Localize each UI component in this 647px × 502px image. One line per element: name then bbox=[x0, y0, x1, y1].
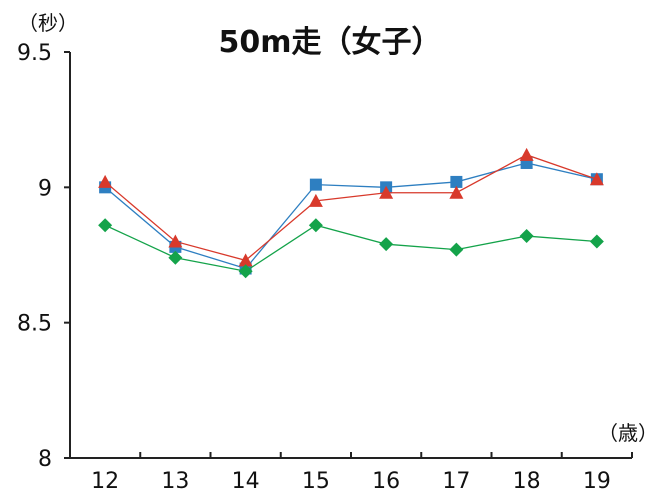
y-ticks: 9.5 9 8.5 8 bbox=[17, 41, 70, 472]
data-point bbox=[519, 229, 534, 244]
x-tick-label: 14 bbox=[232, 469, 260, 494]
series-line bbox=[104, 224, 597, 272]
series-3 bbox=[98, 218, 604, 279]
x-ticks: 12 13 14 15 16 17 18 19 bbox=[91, 452, 633, 494]
chart-title: 50m走（女子） bbox=[218, 25, 441, 60]
x-axis-unit: （歳） bbox=[598, 421, 647, 445]
series-line bbox=[104, 162, 598, 270]
y-axis-unit: （秒） bbox=[18, 11, 78, 35]
data-point bbox=[449, 242, 464, 257]
series-2 bbox=[98, 147, 604, 267]
y-tick-label: 9.5 bbox=[17, 41, 52, 66]
data-point bbox=[379, 237, 394, 252]
x-tick-label: 17 bbox=[442, 469, 470, 494]
data-point bbox=[309, 178, 322, 191]
x-tick-label: 16 bbox=[372, 469, 400, 494]
data-point bbox=[308, 218, 323, 233]
data-point bbox=[589, 172, 604, 186]
y-tick-label: 9 bbox=[38, 176, 52, 201]
x-tick-label: 19 bbox=[583, 469, 611, 494]
data-point bbox=[379, 185, 394, 199]
data-point bbox=[589, 234, 604, 249]
data-point bbox=[168, 234, 183, 248]
y-tick-label: 8.5 bbox=[17, 312, 52, 337]
data-point bbox=[98, 174, 113, 188]
data-point bbox=[238, 253, 253, 267]
series-layer bbox=[98, 147, 604, 279]
x-tick-label: 15 bbox=[302, 469, 330, 494]
series-line bbox=[104, 154, 598, 262]
x-tick-label: 18 bbox=[513, 469, 541, 494]
data-point bbox=[168, 250, 183, 265]
data-point bbox=[449, 185, 464, 199]
data-point bbox=[308, 193, 323, 207]
data-point bbox=[450, 175, 463, 188]
x-tick-label: 13 bbox=[161, 469, 189, 494]
data-point bbox=[98, 218, 113, 233]
data-point bbox=[519, 147, 534, 161]
x-tick-label: 12 bbox=[91, 469, 119, 494]
y-tick-label: 8 bbox=[38, 447, 52, 472]
data-point bbox=[238, 264, 253, 279]
